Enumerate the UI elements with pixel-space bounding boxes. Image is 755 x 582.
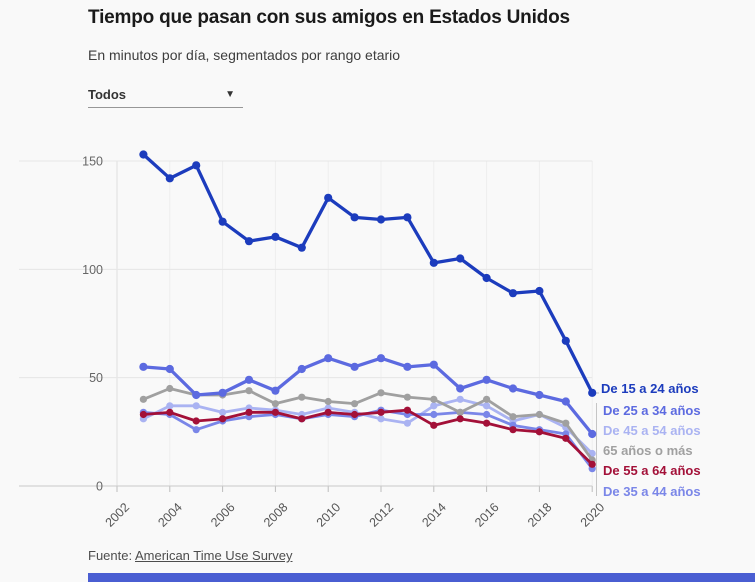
svg-text:2010: 2010 xyxy=(314,500,344,530)
svg-text:2008: 2008 xyxy=(261,500,291,530)
page-title: Tiempo que pasan con sus amigos en Estad… xyxy=(88,7,570,28)
svg-text:100: 100 xyxy=(82,263,103,277)
legend-item-25-34: De 25 a 34 años xyxy=(603,403,701,418)
legend-item-45-54: De 45 a 54 años xyxy=(603,423,701,438)
svg-text:2018: 2018 xyxy=(525,500,555,530)
legend-item-15-24: De 15 a 24 años xyxy=(601,381,699,396)
svg-text:2014: 2014 xyxy=(419,500,449,530)
svg-text:2016: 2016 xyxy=(472,500,502,530)
source-prefix: Fuente: xyxy=(88,548,133,563)
legend-item-55-64: De 55 a 64 años xyxy=(603,463,701,478)
svg-text:2002: 2002 xyxy=(103,500,133,530)
source-link[interactable]: American Time Use Survey xyxy=(135,548,293,563)
age-range-dropdown[interactable]: Todos ▼ xyxy=(88,82,243,108)
legend-item-35-44: De 35 a 44 años xyxy=(603,484,701,499)
svg-text:2006: 2006 xyxy=(208,500,238,530)
svg-text:150: 150 xyxy=(82,155,103,169)
svg-text:50: 50 xyxy=(89,371,103,385)
source-line: Fuente: American Time Use Survey xyxy=(88,548,293,563)
embed-footer-bar xyxy=(88,573,755,582)
chart-subtitle: En minutos por día, segmentados por rang… xyxy=(88,47,401,63)
legend-item-65-plus: 65 años o más xyxy=(603,443,693,458)
line-chart: 2002 2004 2006 2008 2010 2012 2014 2016 2018 2020… xyxy=(19,150,608,530)
svg-text:0: 0 xyxy=(96,480,103,494)
svg-text:2004: 2004 xyxy=(155,500,185,530)
caret-down-icon: ▼ xyxy=(225,89,235,100)
svg-text:2020: 2020 xyxy=(578,500,608,530)
dropdown-selected-value: Todos xyxy=(88,87,127,102)
svg-text:2012: 2012 xyxy=(367,500,397,530)
